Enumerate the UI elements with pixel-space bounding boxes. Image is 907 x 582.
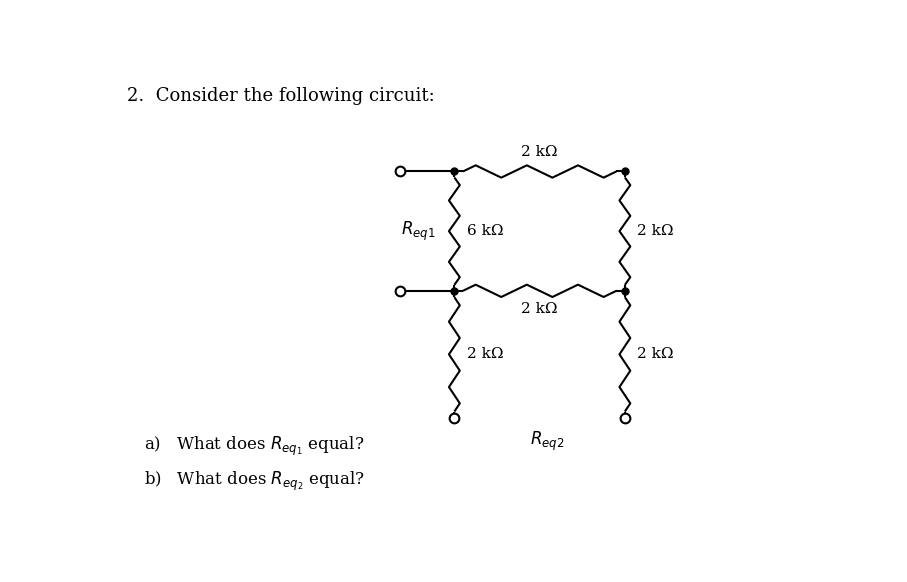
Text: a)   What does $R_{eq_1}$ equal?: a) What does $R_{eq_1}$ equal? (144, 435, 365, 458)
Text: 2 kΩ: 2 kΩ (522, 301, 558, 315)
Text: $R_{eq2}$: $R_{eq2}$ (531, 430, 564, 453)
Text: 2 kΩ: 2 kΩ (638, 347, 674, 361)
Text: b)   What does $R_{eq_2}$ equal?: b) What does $R_{eq_2}$ equal? (144, 470, 366, 494)
Text: 2 kΩ: 2 kΩ (522, 145, 558, 159)
Text: 2.  Consider the following circuit:: 2. Consider the following circuit: (127, 87, 435, 105)
Text: 2 kΩ: 2 kΩ (467, 347, 503, 361)
Text: 2 kΩ: 2 kΩ (638, 224, 674, 238)
Text: 6 kΩ: 6 kΩ (467, 224, 503, 238)
Text: $R_{eq1}$: $R_{eq1}$ (401, 219, 435, 243)
